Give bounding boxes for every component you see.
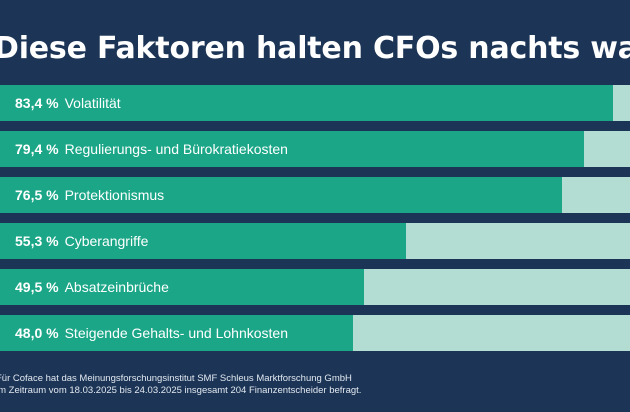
bar-label: 49,5 % Absatzeinbrüche — [15, 269, 169, 305]
bar-label: 55,3 % Cyberangriffe — [15, 223, 148, 259]
bar-value-label: 79,4 % — [15, 141, 59, 157]
bar — [0, 131, 584, 167]
bar-category-label: Steigende Gehalts- und Lohnkosten — [64, 325, 288, 341]
bar-value-label: 48,0 % — [15, 325, 59, 341]
bar — [0, 177, 563, 213]
chart-title: Diese Faktoren halten CFOs nachts wach — [0, 31, 630, 66]
bar-label: 76,5 % Protektionismus — [15, 177, 164, 213]
bar-category-label: Regulierungs- und Bürokratiekosten — [64, 141, 288, 157]
footnote-line-1: Für Coface hat das Meinungsforschungsins… — [0, 373, 352, 384]
bar-value-label: 83,4 % — [15, 95, 59, 111]
bar — [0, 85, 613, 121]
bar-value-label: 76,5 % — [15, 187, 59, 203]
bar — [0, 223, 407, 259]
bar-category-label: Cyberangriffe — [64, 233, 149, 249]
bar-category-label: Volatilität — [64, 95, 121, 111]
bar-value-label: 49,5 % — [15, 279, 59, 295]
bar — [0, 269, 364, 305]
bar-category-label: Protektionismus — [64, 187, 165, 203]
bar-row: 55,3 % Cyberangriffe — [0, 223, 630, 259]
bar-row: 49,5 % Absatzeinbrüche — [0, 269, 630, 305]
bar-label: 48,0 % Steigende Gehalts- und Lohnkosten — [15, 315, 288, 351]
bar-row: 48,0 % Steigende Gehalts- und Lohnkosten — [0, 315, 630, 351]
bar — [0, 315, 353, 351]
bar-row: 76,5 % Protektionismus — [0, 177, 630, 213]
bar-value-label: 55,3 % — [15, 233, 59, 249]
bar-label: 79,4 % Regulierungs- und Bürokratiekosten — [15, 131, 288, 167]
bar-label: 83,4 % Volatilität — [15, 85, 121, 121]
bar-row: 83,4 % Volatilität — [0, 85, 630, 121]
footnote: Für Coface hat das Meinungsforschungsins… — [0, 373, 361, 397]
bar-category-label: Absatzeinbrüche — [64, 279, 169, 295]
footnote-line-2: im Zeitraum vom 18.03.2025 bis 24.03.202… — [0, 385, 362, 396]
bar-row: 79,4 % Regulierungs- und Bürokratiekosten — [0, 131, 630, 167]
